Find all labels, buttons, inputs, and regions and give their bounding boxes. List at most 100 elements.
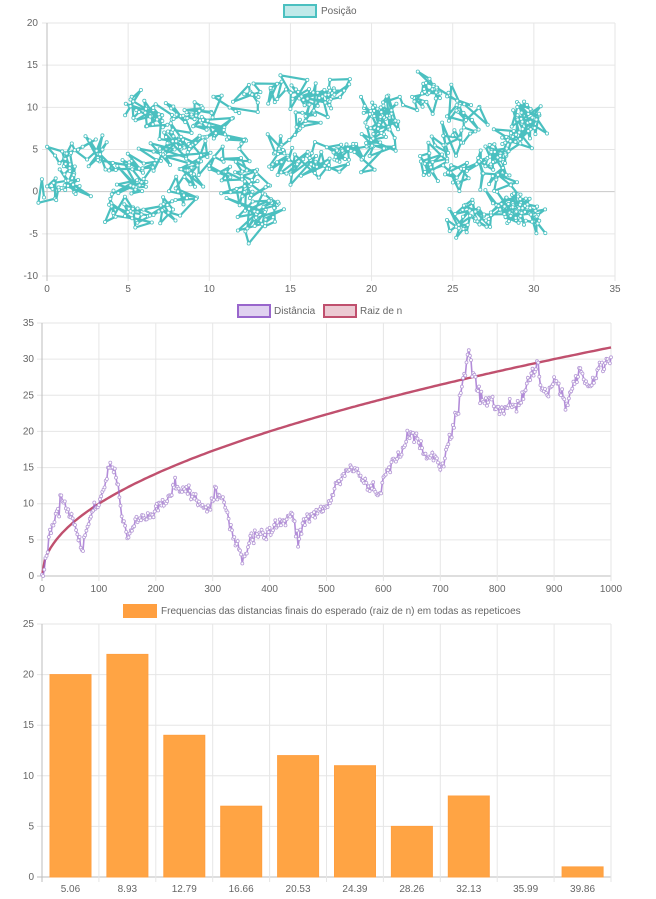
x-tick-label: 15 bbox=[285, 284, 297, 295]
y-axis: 20 15 10 5 0 -5 -10 bbox=[24, 18, 39, 282]
posicao-point bbox=[504, 172, 509, 177]
posicao-point bbox=[279, 170, 284, 175]
distancia-point bbox=[524, 381, 529, 386]
distancia-point bbox=[81, 549, 85, 553]
posicao-point bbox=[242, 92, 247, 97]
legend[interactable]: Distância Raiz de n bbox=[237, 304, 402, 318]
posicao-point bbox=[476, 155, 481, 160]
distancia-point bbox=[446, 442, 451, 447]
posicao-point bbox=[85, 157, 90, 162]
posicao-point bbox=[62, 183, 67, 188]
posicao-point bbox=[272, 219, 277, 224]
posicao-point bbox=[326, 85, 331, 90]
posicao-point bbox=[538, 104, 543, 109]
posicao-point bbox=[83, 134, 88, 139]
posicao-point bbox=[511, 128, 516, 133]
posicao-point bbox=[168, 121, 173, 126]
distancia-point bbox=[235, 539, 240, 543]
posicao-point bbox=[486, 216, 491, 221]
posicao-point bbox=[442, 172, 447, 177]
posicao-point bbox=[460, 214, 465, 219]
posicao-point bbox=[312, 140, 317, 145]
distancia-point bbox=[89, 514, 93, 519]
posicao-point bbox=[316, 175, 321, 180]
posicao-point bbox=[376, 122, 381, 127]
x-tick-label: 800 bbox=[489, 584, 506, 595]
distancia-point bbox=[449, 435, 454, 440]
posicao-point bbox=[545, 131, 550, 136]
y-tick-label: 25 bbox=[23, 390, 35, 401]
posicao-point bbox=[242, 190, 247, 195]
posicao-point bbox=[100, 147, 105, 152]
posicao-point bbox=[279, 160, 284, 165]
distancia-point bbox=[266, 530, 271, 534]
distancia-point bbox=[293, 534, 298, 539]
distancia-point bbox=[256, 534, 261, 539]
posicao-point bbox=[192, 117, 197, 122]
posicao-point bbox=[242, 179, 247, 184]
posicao-point bbox=[476, 206, 481, 211]
distancia-point bbox=[239, 552, 244, 557]
distancia-point bbox=[458, 391, 463, 395]
posicao-point bbox=[250, 199, 255, 204]
distancia-point bbox=[339, 477, 344, 482]
posicao-point bbox=[288, 172, 293, 177]
distancia-point bbox=[562, 397, 567, 402]
distancia-point bbox=[160, 497, 165, 502]
posicao-point bbox=[143, 184, 148, 189]
distancia-point bbox=[318, 504, 323, 509]
distancia-point bbox=[552, 375, 556, 380]
posicao-point bbox=[419, 91, 424, 96]
distancia-point bbox=[283, 523, 288, 528]
posicao-point bbox=[323, 92, 328, 97]
distancia-point bbox=[123, 523, 127, 528]
distancia-point bbox=[490, 394, 495, 399]
posicao-point bbox=[268, 86, 273, 91]
posicao-point bbox=[194, 113, 199, 118]
posicao-point bbox=[367, 112, 372, 117]
posicao-point bbox=[154, 158, 159, 163]
legend[interactable]: Frequencias das distancias finais do esp… bbox=[123, 604, 521, 618]
posicao-point bbox=[137, 183, 142, 188]
distancia-point bbox=[152, 509, 157, 514]
distancia-point bbox=[466, 348, 471, 353]
posicao-point bbox=[174, 112, 179, 117]
distancia-point bbox=[226, 516, 231, 521]
distancia-point bbox=[214, 485, 219, 490]
posicao-point bbox=[453, 211, 458, 216]
legend[interactable]: Posição bbox=[283, 4, 357, 18]
posicao-point bbox=[234, 186, 239, 191]
distancia-point bbox=[288, 514, 293, 519]
posicao-point bbox=[251, 81, 256, 86]
distancia-point bbox=[238, 548, 242, 553]
posicao-point bbox=[537, 111, 542, 116]
distancia-point bbox=[297, 537, 302, 541]
distancia-point bbox=[249, 531, 254, 536]
distancia-point bbox=[126, 535, 131, 540]
distancia-point bbox=[407, 436, 412, 441]
bar bbox=[49, 674, 92, 878]
posicao-point bbox=[303, 119, 308, 124]
posicao-point bbox=[476, 106, 481, 111]
posicao-point bbox=[103, 167, 108, 172]
distancia-point bbox=[52, 520, 57, 524]
posicao-point bbox=[87, 138, 92, 143]
posicao-point bbox=[183, 120, 188, 125]
posicao-point bbox=[307, 156, 312, 161]
posicao-point bbox=[370, 100, 375, 105]
posicao-point bbox=[219, 178, 224, 183]
distancia-point bbox=[165, 499, 170, 504]
distancia-point bbox=[441, 464, 446, 469]
posicao-point bbox=[66, 183, 71, 188]
distancia-point bbox=[228, 523, 233, 527]
posicao-point bbox=[426, 172, 431, 177]
y-axis: 25 20 15 10 5 0 bbox=[23, 619, 35, 883]
posicao-point bbox=[458, 140, 463, 145]
distancia-point bbox=[603, 361, 608, 366]
posicao-point bbox=[224, 195, 229, 200]
posicao-point bbox=[135, 178, 140, 183]
posicao-point bbox=[235, 228, 240, 233]
distancia-point bbox=[139, 518, 143, 523]
distancia-point bbox=[412, 440, 417, 445]
posicao-point bbox=[393, 118, 398, 123]
